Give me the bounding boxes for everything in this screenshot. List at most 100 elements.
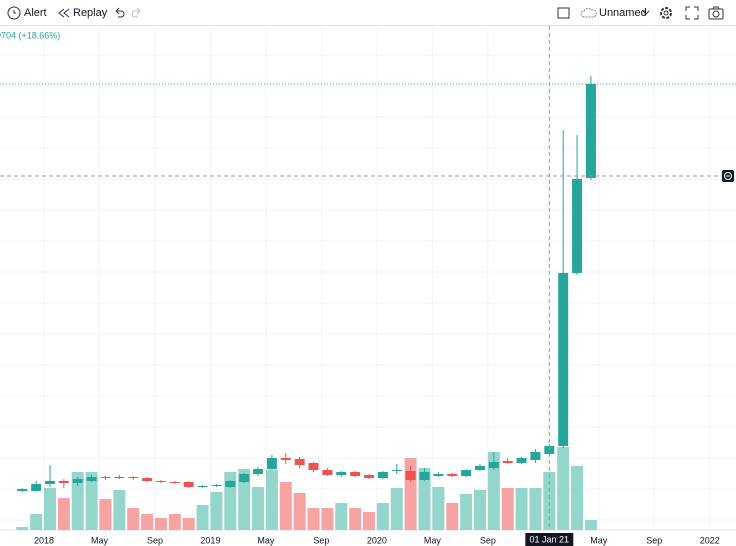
volume-bar — [113, 490, 126, 530]
candle-body — [516, 458, 527, 463]
crosshair-plus — [724, 172, 732, 180]
volume-bar — [99, 499, 112, 530]
candle-body — [86, 477, 97, 481]
candle-body — [266, 458, 277, 469]
candle-body — [364, 475, 375, 478]
volume-bar — [390, 488, 403, 530]
candle-body — [114, 477, 125, 478]
volume-bar — [501, 488, 514, 530]
candle-body — [585, 84, 596, 178]
candle-body — [488, 462, 499, 468]
volume-bar — [321, 508, 334, 530]
candle-body — [558, 273, 569, 446]
screenshot[interactable] — [708, 5, 724, 21]
alert-button[interactable]: Alert — [24, 7, 47, 19]
candle-body — [350, 472, 361, 476]
candle-body — [308, 463, 319, 470]
candle-body — [142, 478, 153, 481]
volume-bar — [182, 518, 195, 530]
replay-button[interactable]: Replay — [73, 7, 108, 19]
volume-bar — [30, 514, 43, 530]
candle-body — [31, 484, 42, 491]
volume-bar — [473, 490, 486, 530]
volume-bar — [376, 503, 389, 530]
x-tick-label: 2018 — [34, 535, 54, 545]
candle-body — [405, 471, 416, 480]
candle-body — [280, 458, 291, 460]
x-tick-label: 2022 — [700, 535, 720, 545]
candle-body — [474, 466, 485, 470]
candle-body — [100, 477, 111, 478]
candle-body — [530, 452, 541, 460]
candle-body — [336, 472, 347, 475]
candle-body — [433, 474, 444, 476]
settings[interactable] — [658, 5, 674, 21]
volume-bar — [418, 468, 431, 530]
x-tick-label: 2019 — [200, 535, 220, 545]
volume-bar — [44, 488, 56, 530]
candle-body — [155, 481, 166, 482]
candle-body — [211, 485, 222, 486]
x-tick-label: 2020 — [367, 535, 387, 545]
crosshair-label: 01 Jan 21 — [530, 534, 570, 544]
volume-bar — [127, 508, 140, 530]
fullscreen[interactable] — [684, 5, 700, 21]
volume-bar — [529, 488, 542, 530]
replay-icon[interactable] — [57, 5, 71, 21]
candle-body — [169, 482, 180, 483]
volume-bar — [557, 447, 570, 530]
volume-bar — [460, 494, 473, 530]
volume-bar — [238, 469, 251, 530]
candle-body — [502, 461, 513, 463]
x-tick-label: Sep — [147, 535, 163, 545]
plot — [0, 26, 736, 531]
select-icon[interactable] — [556, 5, 572, 21]
volume-bar — [307, 508, 320, 530]
volume-bar — [168, 514, 181, 530]
x-tick-label: May — [424, 535, 442, 545]
volume-bar — [279, 482, 292, 530]
undo[interactable] — [112, 5, 126, 21]
volume-bar — [154, 518, 167, 530]
volume-bar — [543, 472, 556, 530]
alert-icon[interactable] — [6, 5, 22, 21]
volume-bar — [349, 508, 362, 530]
candle-body — [461, 470, 472, 476]
volume-bar — [57, 498, 70, 530]
candle-body — [197, 486, 208, 487]
candle-body — [58, 481, 69, 483]
volume-bar — [141, 514, 154, 530]
x-tick-label: Sep — [480, 535, 496, 545]
candle-body — [572, 179, 583, 273]
volume-bar — [85, 472, 98, 530]
candle-body — [17, 489, 28, 491]
volume-bar — [293, 493, 306, 530]
x-tick-label: May — [257, 535, 275, 545]
volume-bar — [432, 487, 445, 530]
candle-body — [447, 474, 458, 476]
candle-body — [225, 481, 236, 487]
layout-name[interactable]: Unnamed — [599, 7, 647, 19]
x-tick-label: Sep — [313, 535, 329, 545]
volume-bar — [571, 466, 584, 530]
toolbar: Alert Replay Unnamed — [0, 0, 736, 26]
volume-bar — [210, 492, 223, 530]
volume-bar — [584, 520, 597, 530]
candle-body — [128, 477, 139, 478]
legend-value: 9704 (+18.66%) — [0, 30, 60, 40]
chevron[interactable] — [641, 5, 651, 21]
candle-body — [322, 470, 333, 475]
volume-bar — [71, 472, 84, 530]
volume-bar — [252, 487, 265, 530]
cloud-icon[interactable] — [580, 5, 598, 21]
candle-body — [239, 474, 250, 482]
x-tick-label: Sep — [646, 535, 662, 545]
volume-bar — [16, 527, 29, 530]
candle-body — [72, 479, 83, 483]
volume-bar — [515, 488, 528, 530]
candle-body — [183, 482, 194, 487]
redo[interactable] — [130, 5, 144, 21]
crosshair-label-bg — [525, 533, 574, 546]
